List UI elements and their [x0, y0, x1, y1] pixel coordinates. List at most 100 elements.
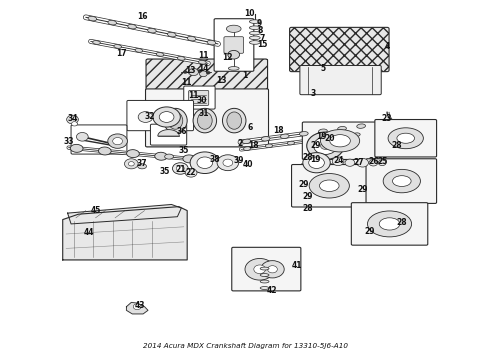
Text: 41: 41	[292, 261, 302, 270]
Text: 40: 40	[243, 160, 253, 168]
Text: 11: 11	[188, 91, 199, 100]
Text: 3: 3	[311, 89, 316, 98]
Circle shape	[223, 159, 233, 166]
Circle shape	[108, 134, 127, 148]
Ellipse shape	[177, 57, 185, 60]
Ellipse shape	[187, 36, 196, 41]
Ellipse shape	[128, 24, 136, 29]
Ellipse shape	[147, 28, 156, 33]
Circle shape	[261, 261, 284, 278]
Circle shape	[320, 142, 330, 149]
Ellipse shape	[280, 134, 289, 139]
Ellipse shape	[211, 158, 224, 166]
Circle shape	[185, 168, 197, 177]
Ellipse shape	[392, 176, 411, 186]
Ellipse shape	[368, 211, 412, 237]
Circle shape	[198, 69, 202, 72]
FancyBboxPatch shape	[71, 125, 127, 154]
Circle shape	[176, 166, 184, 171]
Text: 13: 13	[216, 76, 227, 85]
Ellipse shape	[226, 25, 241, 32]
Ellipse shape	[338, 126, 346, 131]
Ellipse shape	[309, 174, 349, 198]
FancyBboxPatch shape	[290, 27, 389, 72]
Circle shape	[190, 152, 220, 174]
Ellipse shape	[198, 60, 206, 64]
Text: 21: 21	[175, 165, 186, 174]
Text: 12: 12	[222, 53, 233, 62]
Text: 19: 19	[316, 132, 327, 141]
Text: 26: 26	[368, 157, 379, 166]
Text: 25: 25	[377, 157, 388, 166]
FancyBboxPatch shape	[224, 37, 244, 53]
Circle shape	[307, 132, 344, 159]
Polygon shape	[63, 207, 187, 260]
Circle shape	[268, 266, 277, 273]
Ellipse shape	[138, 164, 147, 169]
Text: 14: 14	[198, 64, 209, 73]
Text: 23: 23	[382, 114, 392, 123]
Circle shape	[369, 159, 378, 166]
Circle shape	[172, 163, 188, 174]
Polygon shape	[126, 302, 148, 314]
Ellipse shape	[93, 41, 100, 44]
Ellipse shape	[155, 152, 168, 160]
Text: 19: 19	[310, 154, 321, 163]
Ellipse shape	[249, 26, 260, 30]
Text: 22: 22	[186, 168, 196, 177]
Polygon shape	[68, 204, 181, 224]
Text: 5: 5	[321, 64, 326, 73]
Ellipse shape	[260, 274, 269, 276]
Ellipse shape	[227, 112, 242, 129]
Circle shape	[332, 157, 344, 166]
Text: 7: 7	[260, 34, 265, 43]
Circle shape	[76, 132, 88, 141]
Ellipse shape	[260, 280, 269, 283]
Text: 6: 6	[247, 123, 252, 132]
Ellipse shape	[207, 40, 216, 45]
FancyBboxPatch shape	[189, 90, 209, 105]
Ellipse shape	[242, 139, 251, 144]
FancyBboxPatch shape	[366, 159, 437, 203]
Circle shape	[357, 158, 368, 167]
Ellipse shape	[379, 218, 400, 230]
Ellipse shape	[88, 16, 97, 21]
Text: 44: 44	[84, 228, 95, 237]
Circle shape	[189, 68, 198, 76]
FancyBboxPatch shape	[292, 165, 368, 207]
Circle shape	[378, 160, 386, 166]
Text: 32: 32	[145, 112, 155, 121]
Ellipse shape	[299, 131, 308, 136]
Ellipse shape	[168, 32, 176, 37]
FancyBboxPatch shape	[232, 247, 301, 291]
Ellipse shape	[397, 133, 415, 143]
Circle shape	[128, 162, 134, 166]
Ellipse shape	[98, 147, 111, 155]
Ellipse shape	[309, 139, 317, 142]
Text: 42: 42	[266, 286, 277, 295]
Ellipse shape	[330, 135, 350, 147]
Ellipse shape	[383, 170, 420, 193]
FancyBboxPatch shape	[146, 59, 268, 91]
Text: 24: 24	[334, 156, 344, 165]
Text: 37: 37	[137, 158, 147, 167]
Text: 10: 10	[245, 9, 255, 18]
Circle shape	[345, 159, 355, 166]
Text: 45: 45	[91, 207, 101, 215]
Ellipse shape	[261, 136, 270, 141]
Text: 35: 35	[159, 166, 170, 175]
Ellipse shape	[357, 124, 366, 128]
Circle shape	[199, 71, 207, 77]
Text: 11: 11	[181, 78, 192, 87]
Text: 4: 4	[385, 42, 390, 51]
Circle shape	[113, 138, 122, 145]
Ellipse shape	[156, 53, 164, 56]
Circle shape	[254, 265, 266, 274]
Ellipse shape	[222, 108, 246, 133]
Ellipse shape	[114, 45, 122, 48]
Circle shape	[197, 157, 213, 168]
Text: 36: 36	[176, 127, 187, 136]
FancyBboxPatch shape	[300, 66, 381, 95]
Text: 15: 15	[257, 40, 268, 49]
Ellipse shape	[388, 128, 423, 149]
